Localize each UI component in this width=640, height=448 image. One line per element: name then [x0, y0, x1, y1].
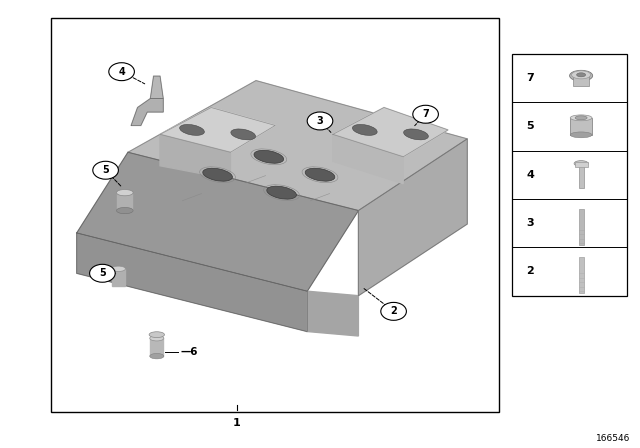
Polygon shape	[131, 99, 163, 125]
Ellipse shape	[570, 115, 592, 121]
Polygon shape	[77, 152, 358, 291]
Circle shape	[413, 105, 438, 123]
Text: 4: 4	[118, 67, 125, 77]
Bar	[579, 257, 584, 293]
Ellipse shape	[111, 266, 125, 271]
Polygon shape	[112, 269, 125, 286]
Bar	[579, 163, 584, 188]
Text: 2: 2	[526, 267, 534, 276]
Text: 7: 7	[526, 73, 534, 83]
Text: 166546: 166546	[596, 434, 630, 443]
Circle shape	[109, 63, 134, 81]
Ellipse shape	[231, 129, 255, 140]
Ellipse shape	[577, 73, 586, 77]
Ellipse shape	[404, 129, 428, 140]
Ellipse shape	[149, 332, 164, 338]
Text: 3: 3	[317, 116, 323, 126]
Ellipse shape	[267, 186, 296, 199]
Ellipse shape	[575, 116, 587, 120]
Bar	[579, 209, 584, 245]
Bar	[570, 118, 592, 135]
Bar	[512, 54, 627, 296]
Ellipse shape	[203, 168, 232, 181]
Bar	[51, 18, 499, 412]
Text: 4: 4	[526, 170, 534, 180]
Ellipse shape	[150, 336, 164, 341]
Ellipse shape	[150, 353, 164, 359]
Text: 5: 5	[526, 121, 534, 131]
Polygon shape	[307, 291, 358, 336]
Polygon shape	[150, 76, 163, 99]
Bar	[575, 162, 588, 167]
Circle shape	[90, 264, 115, 282]
Polygon shape	[77, 233, 307, 332]
Polygon shape	[160, 108, 275, 152]
Polygon shape	[150, 338, 163, 356]
Text: 5: 5	[99, 268, 106, 278]
Polygon shape	[358, 139, 467, 296]
Ellipse shape	[116, 207, 133, 214]
Ellipse shape	[254, 151, 284, 163]
Ellipse shape	[180, 125, 204, 135]
Ellipse shape	[570, 70, 593, 81]
Text: 2: 2	[390, 306, 397, 316]
Ellipse shape	[574, 160, 588, 166]
Polygon shape	[128, 81, 467, 211]
Ellipse shape	[570, 132, 592, 138]
Circle shape	[307, 112, 333, 130]
Text: 3: 3	[526, 218, 534, 228]
Polygon shape	[333, 108, 448, 157]
Polygon shape	[117, 193, 132, 211]
Ellipse shape	[353, 125, 377, 135]
Bar	[573, 75, 589, 86]
Circle shape	[93, 161, 118, 179]
Ellipse shape	[116, 190, 133, 196]
Polygon shape	[160, 134, 230, 179]
Text: 1: 1	[233, 418, 241, 428]
Ellipse shape	[572, 71, 591, 79]
Text: 7: 7	[422, 109, 429, 119]
Text: —6: —6	[180, 347, 198, 357]
Polygon shape	[333, 134, 403, 184]
Circle shape	[381, 302, 406, 320]
Ellipse shape	[305, 168, 335, 181]
Text: 5: 5	[102, 165, 109, 175]
